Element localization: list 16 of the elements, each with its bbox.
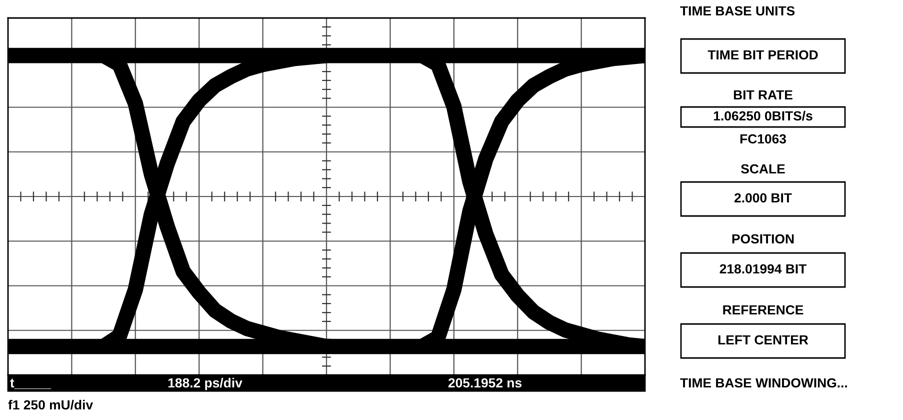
- text: BIT RATE: [734, 90, 792, 100]
- text: 205.1952 ns: [448, 378, 522, 388]
- text: t_____: [10, 378, 52, 390]
- text: REFERENCE: [723, 305, 804, 315]
- text: TIME BIT PERIOD: [708, 50, 818, 60]
- text: TIME BASE UNITS: [680, 6, 795, 16]
- text: SCALE: [741, 164, 785, 174]
- text: LEFT CENTER: [718, 335, 808, 345]
- text: 2.000 BIT: [734, 193, 792, 203]
- text: f1 250 mU/div: [8, 400, 94, 410]
- text: 1.06250 0BITS/s: [714, 110, 812, 121]
- text: FC1063: [740, 134, 786, 144]
- text: 218.01994 BIT: [720, 264, 807, 274]
- text: 188.2 ps/div: [168, 378, 242, 390]
- text: POSITION: [732, 234, 794, 244]
- text: TIME BASE WINDOWING...: [680, 378, 847, 388]
